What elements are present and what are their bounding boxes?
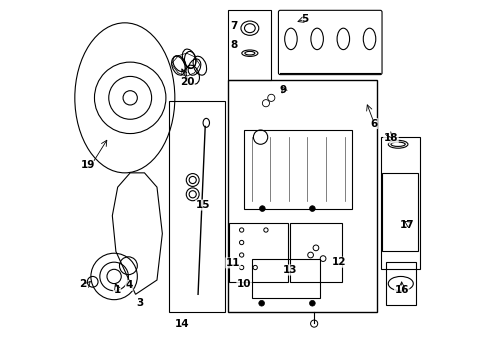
Text: 20: 20: [180, 77, 194, 87]
Circle shape: [258, 300, 264, 306]
Bar: [228, 10, 271, 80]
Text: 6: 6: [369, 118, 377, 129]
Bar: [229, 223, 287, 282]
Circle shape: [259, 206, 264, 211]
Text: 4: 4: [125, 280, 133, 291]
Text: 15: 15: [195, 200, 210, 210]
Text: 5: 5: [300, 14, 307, 23]
Text: 18: 18: [383, 133, 397, 143]
Text: 12: 12: [331, 257, 346, 267]
Text: 14: 14: [175, 319, 189, 329]
Bar: [169, 102, 224, 312]
Text: 17: 17: [399, 220, 413, 230]
Text: 19: 19: [81, 160, 95, 170]
Text: 3: 3: [136, 298, 143, 308]
Text: 8: 8: [230, 40, 237, 50]
Circle shape: [309, 206, 315, 211]
Bar: [381, 173, 417, 251]
Text: 10: 10: [236, 279, 251, 289]
Text: 9: 9: [279, 85, 286, 95]
Circle shape: [309, 300, 315, 306]
Bar: [251, 258, 319, 298]
Bar: [228, 80, 376, 312]
Text: 16: 16: [394, 285, 408, 295]
Bar: [385, 262, 415, 305]
Text: 13: 13: [283, 265, 297, 275]
Text: 11: 11: [225, 258, 240, 268]
Bar: [380, 137, 419, 269]
Text: 7: 7: [230, 21, 237, 31]
Text: 1: 1: [113, 285, 121, 295]
Bar: [244, 130, 351, 208]
Bar: [290, 223, 341, 282]
Text: 2: 2: [79, 279, 86, 289]
